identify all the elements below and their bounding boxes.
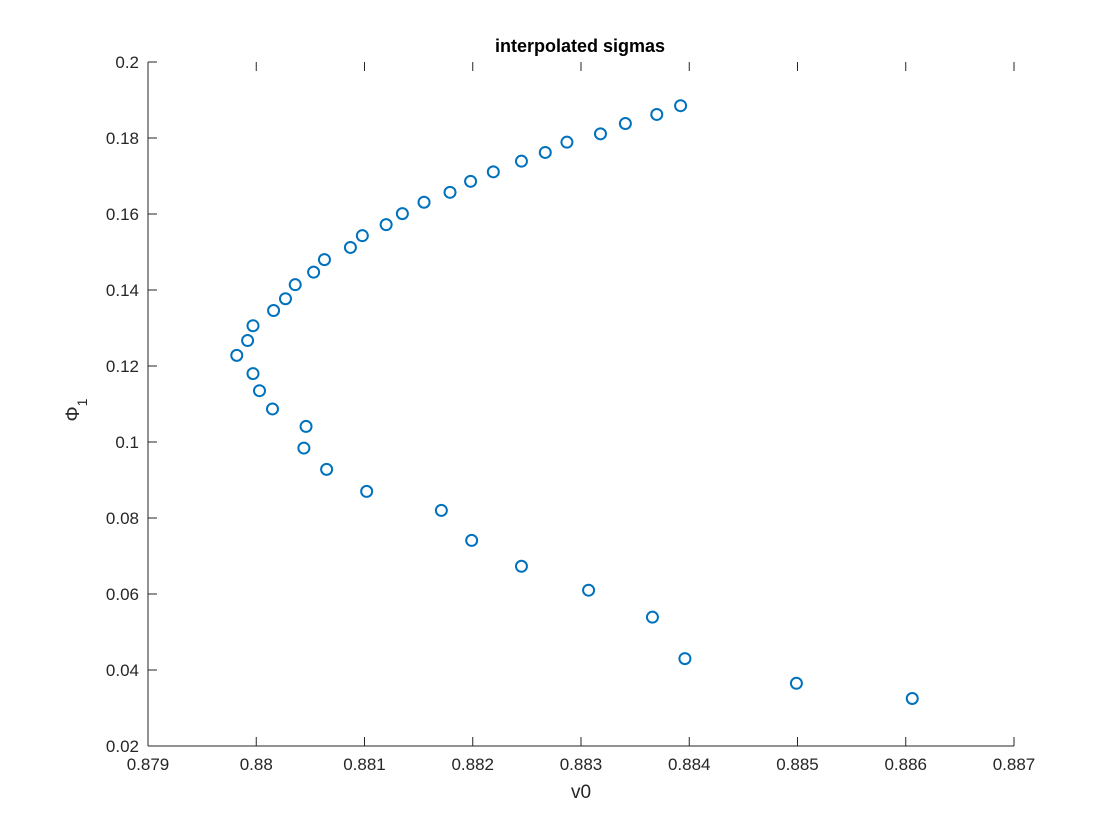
y-axis-ticks: 0.02 0.04 0.06 0.08 0.1 0.12 0.14 0.16 0.18 0.2 [106, 53, 157, 756]
data-point [395, 207, 409, 221]
data-point [307, 265, 321, 279]
y-tick-label: 0.2 [115, 53, 139, 72]
x-tick-label: 0.882 [451, 755, 494, 774]
data-point [674, 99, 688, 113]
data-point [299, 419, 313, 433]
data-point [246, 319, 260, 333]
data-point [443, 185, 457, 199]
data-point [252, 384, 266, 398]
y-axis-label-subscript: 1 [74, 398, 90, 406]
y-tick-label: 0.12 [106, 357, 139, 376]
data-point [514, 154, 528, 168]
data-point [267, 304, 281, 318]
data-point [379, 218, 393, 232]
data-point [678, 652, 692, 666]
data-point [230, 348, 244, 362]
x-axis-ticks: 0.879 0.88 0.881 0.882 0.883 0.884 0.885 0.886 0… [127, 62, 1036, 774]
x-tick-label: 0.885 [776, 755, 819, 774]
data-point [278, 292, 292, 306]
y-tick-label: 0.06 [106, 585, 139, 604]
data-point [434, 503, 448, 517]
x-tick-label: 0.88 [240, 755, 273, 774]
data-point [593, 127, 607, 141]
data-point [297, 441, 311, 455]
data-point [514, 559, 528, 573]
x-tick-label: 0.884 [668, 755, 711, 774]
data-point [288, 278, 302, 292]
data-point [355, 229, 369, 243]
x-tick-label: 0.883 [560, 755, 603, 774]
x-tick-label: 0.881 [343, 755, 386, 774]
y-tick-label: 0.02 [106, 737, 139, 756]
data-point [486, 165, 500, 179]
x-axis-label: v0 [571, 782, 591, 803]
y-tick-label: 0.08 [106, 509, 139, 528]
y-tick-label: 0.1 [115, 433, 139, 452]
y-axis-label: Φ1 [63, 398, 90, 421]
data-point [465, 533, 479, 547]
y-tick-label: 0.14 [106, 281, 139, 300]
data-point [317, 253, 331, 267]
data-point [246, 367, 260, 381]
x-tick-label: 0.886 [884, 755, 927, 774]
data-points [230, 99, 919, 705]
data-point [241, 334, 255, 348]
data-point [650, 107, 664, 121]
data-point [905, 692, 919, 705]
data-point [360, 484, 374, 498]
data-point [417, 195, 431, 209]
data-point [645, 610, 659, 624]
data-point [560, 135, 574, 149]
data-point [265, 402, 279, 416]
data-point [618, 117, 632, 131]
data-point [582, 583, 596, 597]
data-point [343, 240, 357, 254]
x-tick-label: 0.887 [993, 755, 1036, 774]
y-tick-label: 0.18 [106, 129, 139, 148]
y-tick-label: 0.16 [106, 205, 139, 224]
data-point [464, 174, 478, 188]
x-tick-label: 0.879 [127, 755, 170, 774]
y-axis-label-base: Φ [63, 406, 84, 421]
data-point [320, 462, 334, 476]
data-point [789, 676, 803, 690]
y-tick-label: 0.04 [106, 661, 139, 680]
data-point [538, 145, 552, 159]
axes-frame [147, 62, 1014, 747]
chart-title: interpolated sigmas [495, 36, 665, 56]
